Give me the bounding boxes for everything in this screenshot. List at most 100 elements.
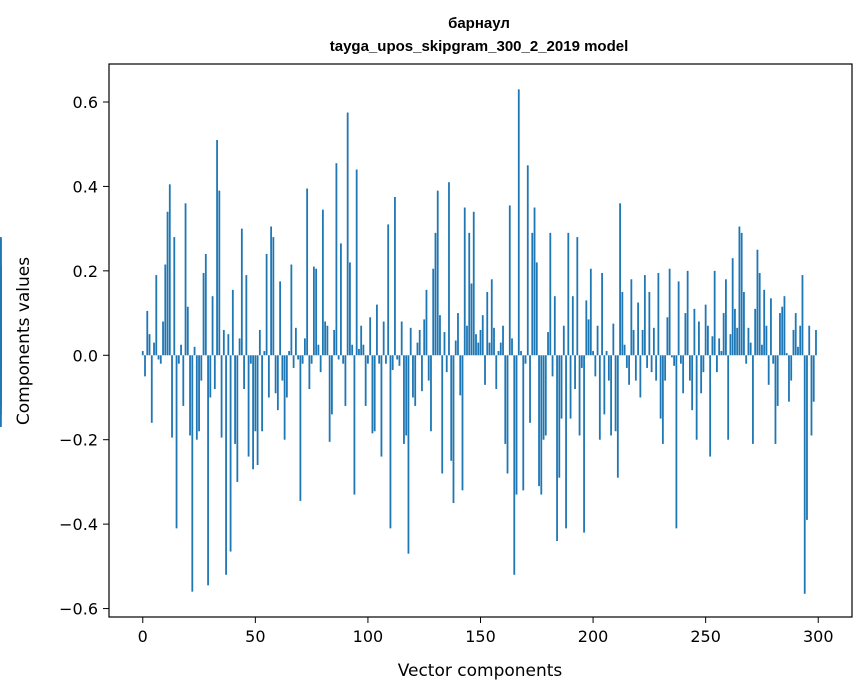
bar bbox=[495, 355, 498, 390]
bar bbox=[279, 281, 282, 356]
bar bbox=[238, 338, 241, 356]
bar bbox=[544, 355, 547, 436]
bar bbox=[547, 332, 549, 356]
bar bbox=[358, 348, 360, 356]
bar bbox=[195, 355, 198, 440]
bar bbox=[443, 332, 446, 356]
bar bbox=[657, 272, 660, 356]
bar bbox=[202, 272, 205, 356]
bar bbox=[229, 355, 232, 552]
bar bbox=[529, 355, 531, 423]
bar bbox=[666, 317, 669, 356]
bar bbox=[551, 355, 554, 377]
bar bbox=[743, 291, 745, 356]
bar bbox=[240, 228, 243, 356]
bar bbox=[535, 262, 538, 356]
bar bbox=[684, 313, 687, 356]
bar bbox=[567, 232, 570, 356]
y-tick-label: 0.0 bbox=[73, 346, 98, 365]
bar bbox=[810, 355, 813, 436]
bar bbox=[801, 275, 804, 356]
bar bbox=[812, 355, 815, 402]
bar bbox=[326, 325, 329, 356]
bar bbox=[380, 355, 383, 457]
bar bbox=[153, 342, 155, 356]
bar bbox=[693, 308, 696, 356]
bar bbox=[574, 355, 576, 390]
bar bbox=[688, 355, 691, 381]
bar bbox=[144, 355, 146, 377]
bar bbox=[274, 355, 277, 394]
bar bbox=[207, 355, 209, 586]
bar bbox=[767, 355, 770, 385]
bar bbox=[173, 237, 176, 356]
bar bbox=[407, 355, 410, 554]
bar bbox=[511, 338, 513, 356]
bar bbox=[592, 351, 594, 356]
bar bbox=[265, 253, 268, 356]
bar bbox=[155, 275, 158, 356]
bar bbox=[461, 355, 464, 491]
bar bbox=[749, 342, 752, 356]
bar bbox=[396, 355, 399, 360]
bar bbox=[493, 327, 495, 356]
bar bbox=[740, 232, 743, 356]
bar bbox=[707, 325, 709, 356]
bar bbox=[668, 268, 671, 356]
bar bbox=[209, 355, 212, 398]
bar bbox=[576, 237, 579, 356]
bar bbox=[531, 232, 534, 356]
bar bbox=[628, 355, 630, 385]
bar bbox=[416, 342, 419, 356]
bar bbox=[403, 355, 405, 444]
bar bbox=[540, 355, 543, 495]
bar bbox=[385, 355, 387, 364]
chart-subtitle: tayga_upos_skipgram_300_2_2019 model bbox=[330, 38, 629, 55]
bar bbox=[632, 329, 635, 356]
bar bbox=[448, 182, 450, 356]
bar bbox=[785, 353, 788, 356]
bar bbox=[184, 203, 187, 356]
x-tick-label: 0 bbox=[138, 627, 148, 646]
bar bbox=[459, 355, 462, 396]
bar bbox=[344, 355, 347, 406]
bar bbox=[146, 310, 149, 356]
x-axis-label: Vector components bbox=[398, 661, 563, 681]
bar bbox=[639, 355, 642, 398]
chart-title: барнаул bbox=[448, 15, 510, 32]
bar bbox=[477, 342, 480, 356]
bar bbox=[634, 355, 637, 381]
bar bbox=[387, 224, 390, 356]
bar bbox=[258, 329, 261, 356]
bar bbox=[211, 296, 214, 356]
bar bbox=[686, 270, 689, 356]
bar bbox=[261, 355, 263, 432]
bar bbox=[204, 253, 207, 356]
bar bbox=[276, 355, 279, 411]
bar bbox=[630, 279, 633, 356]
bar bbox=[522, 355, 525, 491]
bar bbox=[454, 340, 457, 356]
bar bbox=[299, 355, 302, 501]
bar bbox=[675, 355, 678, 529]
bar bbox=[182, 355, 185, 406]
bar bbox=[797, 346, 799, 356]
bar bbox=[619, 203, 621, 356]
y-tick-label: −0.6 bbox=[59, 600, 98, 619]
bar bbox=[306, 188, 309, 356]
bar bbox=[245, 275, 248, 356]
bar bbox=[283, 355, 286, 440]
bar bbox=[168, 184, 171, 356]
bar bbox=[362, 344, 365, 356]
bar bbox=[571, 296, 574, 356]
bar bbox=[643, 275, 646, 356]
x-tick-label: 300 bbox=[803, 627, 834, 646]
bar bbox=[713, 270, 716, 356]
bar bbox=[488, 342, 491, 356]
bar bbox=[371, 355, 374, 434]
bar bbox=[637, 302, 640, 356]
y-tick-label: 0.6 bbox=[73, 93, 98, 112]
bar bbox=[249, 355, 252, 364]
bar bbox=[691, 355, 694, 411]
bar bbox=[515, 355, 518, 495]
